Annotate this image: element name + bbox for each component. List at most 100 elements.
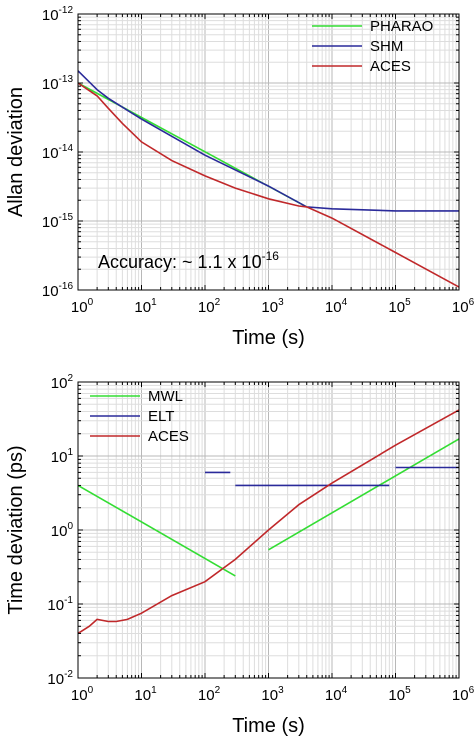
- legend-label: MWL: [148, 388, 183, 405]
- y-tick-label: 10-2: [47, 669, 73, 688]
- x-tick-label-base: 10: [452, 299, 469, 316]
- x-tick-label-exp: 1: [151, 297, 157, 308]
- legend-item: SHM: [312, 38, 403, 55]
- y-tick-label: 10-1: [47, 595, 73, 614]
- legend-item: MWL: [90, 388, 183, 405]
- y-tick-label-base: 10: [42, 76, 59, 93]
- x-axis-title: Time (s): [232, 715, 305, 737]
- allan-deviation-chart: 100 101 102 103 104 105 10610-1210-1310-1410-1…: [5, 5, 474, 349]
- accuracy-annotation-text: Accuracy: ~ 1.1 x 10: [98, 252, 262, 272]
- x-tick-label: 101: [134, 685, 157, 704]
- series-line-mwl: [77, 484, 236, 577]
- y-tick-label-exp: -16: [59, 281, 74, 292]
- y-tick-label: 10-16: [42, 281, 74, 300]
- accuracy-annotation-exp: -16: [262, 249, 280, 263]
- y-tick-label-base: 10: [42, 7, 59, 24]
- y-tick-label: 10-14: [42, 143, 74, 162]
- x-tick-label-exp: 6: [469, 685, 474, 696]
- x-tick-label-base: 10: [325, 299, 342, 316]
- legend-item: PHARAO: [312, 18, 433, 35]
- x-tick-label: 100: [71, 685, 94, 704]
- series-group: [77, 409, 460, 635]
- x-tick-label: 105: [388, 297, 411, 316]
- x-tick-label-exp: 3: [278, 685, 284, 696]
- y-tick-label-base: 10: [47, 671, 64, 688]
- grid: [78, 14, 459, 290]
- accuracy-annotation: Accuracy: ~ 1.1 x 10-16: [98, 249, 279, 272]
- time-deviation-chart: 100 101 102 103 104 105 10610210110010-110-2Ti…: [5, 373, 474, 737]
- x-tick-label: 101: [134, 297, 157, 316]
- ticks: [77, 13, 460, 291]
- legend-label: SHM: [370, 38, 403, 55]
- x-tick-label: 106: [452, 685, 474, 704]
- x-tick-label-exp: 6: [469, 297, 474, 308]
- x-tick-label-base: 10: [261, 687, 278, 704]
- y-tick-label-base: 10: [42, 283, 59, 300]
- legend-item: ACES: [90, 428, 189, 445]
- legend-item: ELT: [90, 408, 174, 425]
- series-line-mwl: [268, 438, 460, 551]
- y-tick-label-exp: 2: [67, 373, 73, 384]
- x-tick-label-base: 10: [452, 687, 469, 704]
- x-tick-label-exp: 3: [278, 297, 284, 308]
- x-tick-label-exp: 4: [342, 297, 348, 308]
- y-tick-label: 10-12: [42, 5, 74, 24]
- x-tick-label-exp: 2: [215, 685, 221, 696]
- y-tick-label: 10-15: [42, 212, 74, 231]
- y-tick-label: 100: [51, 521, 74, 540]
- y-tick-label: 102: [51, 373, 74, 392]
- x-tick-label-base: 10: [134, 687, 151, 704]
- x-tick-label-base: 10: [261, 299, 278, 316]
- y-tick-label-exp: -13: [59, 74, 74, 85]
- x-tick-label-exp: 4: [342, 685, 348, 696]
- ticks: [77, 381, 460, 679]
- y-tick-label-base: 10: [42, 214, 59, 231]
- x-tick-label-base: 10: [198, 299, 215, 316]
- x-tick-label-base: 10: [388, 299, 405, 316]
- y-tick-label-base: 10: [47, 597, 64, 614]
- x-tick-label: 102: [198, 685, 221, 704]
- legend-item: ACES: [312, 58, 411, 75]
- y-tick-label-exp: -12: [59, 5, 74, 16]
- x-axis-title: Time (s): [232, 327, 305, 349]
- x-tick-label: 102: [198, 297, 221, 316]
- grid: [78, 382, 459, 678]
- y-tick-label-base: 10: [42, 145, 59, 162]
- x-tick-label-base: 10: [325, 687, 342, 704]
- y-tick-label-base: 10: [51, 449, 68, 466]
- series-group: [77, 70, 460, 288]
- x-tick-label: 103: [261, 297, 284, 316]
- x-tick-label-exp: 5: [405, 297, 411, 308]
- x-tick-label-base: 10: [71, 687, 88, 704]
- x-tick-label: 104: [325, 685, 348, 704]
- x-tick-label-base: 10: [134, 299, 151, 316]
- x-tick-label: 104: [325, 297, 348, 316]
- y-tick-label: 10-13: [42, 74, 74, 93]
- legend-label: ACES: [370, 58, 411, 75]
- y-tick-label-base: 10: [51, 375, 68, 392]
- x-tick-label-base: 10: [71, 299, 88, 316]
- y-tick-label-exp: -15: [59, 212, 74, 223]
- x-tick-label-base: 10: [198, 687, 215, 704]
- legend-label: ELT: [148, 408, 174, 425]
- y-tick-label-exp: 1: [67, 447, 73, 458]
- x-tick-label: 106: [452, 297, 474, 316]
- x-tick-label-exp: 1: [151, 685, 157, 696]
- x-tick-label-exp: 5: [405, 685, 411, 696]
- legend: PHARAO SHM ACES: [312, 18, 433, 75]
- y-tick-label-exp: -1: [64, 595, 73, 606]
- y-axis-title: Time deviation (ps): [5, 445, 27, 614]
- legend-label: PHARAO: [370, 18, 433, 35]
- x-tick-label-exp: 0: [88, 297, 94, 308]
- series-line-shm: [77, 70, 459, 212]
- series-line-aces: [77, 409, 460, 635]
- y-tick-label: 101: [51, 447, 74, 466]
- x-tick-label: 100: [71, 297, 94, 316]
- y-tick-label-exp: -2: [64, 669, 73, 680]
- series-line-aces: [77, 82, 460, 288]
- legend-label: ACES: [148, 428, 189, 445]
- x-tick-label: 105: [388, 685, 411, 704]
- x-tick-label: 103: [261, 685, 284, 704]
- y-axis-title: Allan deviation: [5, 87, 27, 217]
